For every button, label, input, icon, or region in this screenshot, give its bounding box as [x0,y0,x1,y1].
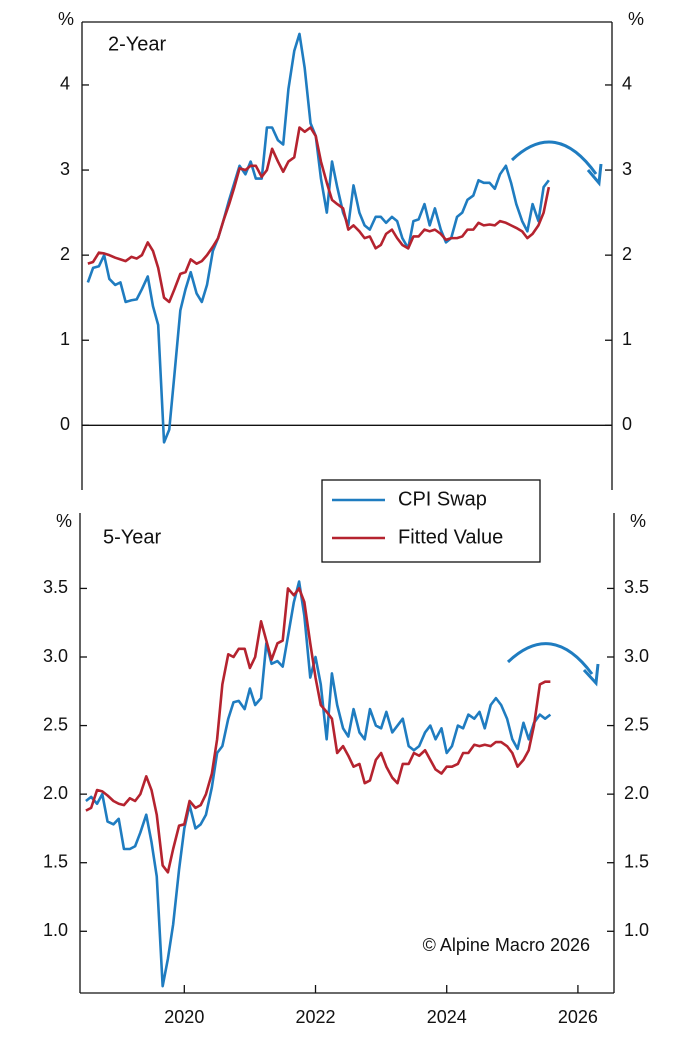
y-tick-label: 3.0 [624,646,649,666]
y-tick-label: 2.5 [624,714,649,734]
y-axis-label-left: % [56,511,72,531]
y-tick-label: 3.0 [43,646,68,666]
y-tick-label: 3 [60,159,70,179]
panel-label: 5-Year [103,526,162,548]
y-tick-label: 1.5 [624,851,649,871]
y-tick-label: 1.0 [43,920,68,940]
y-tick-label: 2 [622,244,632,264]
annotation-arrows [506,140,603,687]
y-tick-label: 4 [622,74,632,94]
y-tick-label: 2.0 [624,783,649,803]
arrow-head [582,663,600,687]
series-line [85,587,551,874]
series-line [85,580,552,988]
legend: CPI Swap Fitted Value [321,479,541,563]
y-tick-label: 0 [622,414,632,434]
legend-box [321,479,541,563]
x-tick-label: 2024 [427,1007,467,1027]
y-tick-label: 1.0 [624,920,649,940]
y-tick-label: 3 [622,159,632,179]
y-tick-label: 2.0 [43,783,68,803]
y-axis-label-right: % [630,511,646,531]
source-note: © Alpine Macro 2026 [423,935,590,955]
y-tick-label: 1.5 [43,851,68,871]
y-axis-label-left: % [58,9,74,29]
arrow [506,642,594,675]
arrow-head [586,163,603,187]
y-tick-label: 2 [60,244,70,264]
series-line [87,126,551,304]
y-tick-label: 1 [622,329,632,349]
y-tick-label: 0 [60,414,70,434]
arrow [510,140,598,175]
series-line [86,32,550,444]
y-tick-label: 4 [60,74,70,94]
x-tick-label: 2020 [164,1007,204,1027]
x-tick-label: 2022 [295,1007,335,1027]
legend-label: CPI Swap [398,488,487,510]
panel-label: 2-Year [108,33,167,55]
y-tick-label: 2.5 [43,714,68,734]
y-tick-label: 3.5 [624,577,649,597]
legend-label: Fitted Value [398,526,503,548]
y-tick-label: 3.5 [43,577,68,597]
x-tick-label: 2026 [558,1007,598,1027]
y-tick-label: 1 [60,329,70,349]
y-axis-label-right: % [628,9,644,29]
